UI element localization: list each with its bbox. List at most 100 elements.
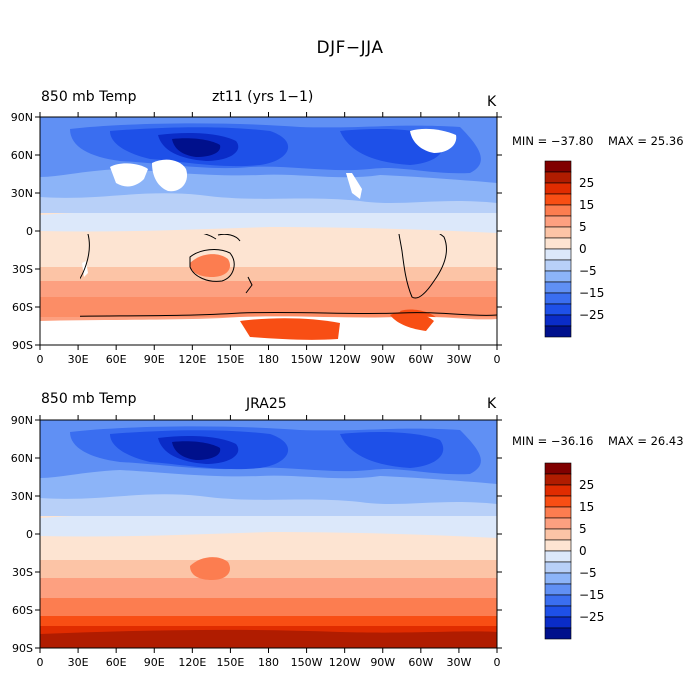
lon-tick-label: 0	[494, 353, 501, 366]
panel-2-max-label: MAX = 26.43	[608, 434, 684, 448]
colorbar-segment	[544, 292, 572, 305]
coastline-segment	[203, 234, 217, 240]
lon-tick-label: 0	[37, 656, 44, 669]
lat-tick-label: 90N	[11, 111, 33, 124]
coastline-segment	[80, 311, 498, 317]
coastline-segment	[398, 234, 447, 299]
lon-tick-label: 120W	[329, 656, 361, 669]
colorbar-label: −5	[579, 264, 597, 278]
colorbar-segment	[544, 171, 572, 184]
colorbar-segment	[544, 473, 572, 486]
colorbar-segment	[544, 550, 572, 563]
colorbar-segment	[544, 204, 572, 217]
colorbar-segment	[544, 303, 572, 316]
colorbar-segment	[544, 248, 572, 261]
coastline-segment	[80, 234, 90, 280]
lat-tick-label: 30S	[12, 566, 33, 579]
panel-1-colorbar: 25 15 5 0 −5 −15 −25	[544, 160, 604, 338]
lon-tick-label: 180	[258, 353, 279, 366]
colorbar-segment	[544, 484, 572, 497]
lat-tick-label: 90N	[11, 414, 33, 427]
lon-tick-label: 30E	[68, 353, 89, 366]
lon-tick-label: 90W	[370, 353, 395, 366]
panel-2-variable-label: 850 mb Temp	[41, 391, 137, 407]
lat-tick-label: 30N	[11, 490, 33, 503]
colorbar-segment	[544, 259, 572, 272]
colorbar-segment	[544, 583, 572, 596]
lon-tick-label: 150W	[291, 353, 323, 366]
lat-tick-label: 90S	[12, 339, 33, 352]
lon-tick-label: 120W	[329, 353, 361, 366]
colorbar-label: −25	[579, 610, 604, 624]
lat-tick-label: 60S	[12, 604, 33, 617]
lat-tick-label: 90S	[12, 642, 33, 655]
colorbar-segment	[544, 226, 572, 239]
colorbar-label: −15	[579, 588, 604, 602]
panel-2-units-label: K	[487, 396, 497, 412]
colorbar-label: 5	[579, 522, 587, 536]
lat-tick-label: 30S	[12, 263, 33, 276]
colorbar-segment	[544, 528, 572, 541]
coastline-segment	[189, 249, 235, 282]
panel-2-colorbar: 25 15 5 0 −5 −15 −25	[544, 462, 604, 640]
lat-tick-label: 30N	[11, 187, 33, 200]
coastline-segment	[217, 234, 241, 242]
colorbar-label: 15	[579, 198, 594, 212]
panel-2-min-label: MIN = −36.16	[512, 434, 594, 448]
lon-tick-label: 120E	[178, 656, 206, 669]
colorbar-segment	[544, 539, 572, 552]
lon-tick-label: 30W	[446, 656, 471, 669]
lon-tick-label: 60W	[408, 353, 433, 366]
lon-tick-label: 30E	[68, 656, 89, 669]
colorbar-segment	[544, 281, 572, 294]
lon-tick-label: 150W	[291, 656, 323, 669]
colorbar-segment	[544, 605, 572, 618]
colorbar-label: −5	[579, 566, 597, 580]
panel-2-map	[40, 420, 497, 648]
colorbar-segment	[544, 517, 572, 530]
panel-1-min-label: MIN = −37.80	[512, 134, 594, 148]
lon-tick-label: 120E	[178, 353, 206, 366]
lon-tick-label: 90W	[370, 656, 395, 669]
colorbar-segment	[544, 572, 572, 585]
lon-tick-label: 150E	[216, 353, 244, 366]
lon-tick-label: 30W	[446, 353, 471, 366]
colorbar-label: −15	[579, 286, 604, 300]
colorbar-label: −25	[579, 308, 604, 322]
colorbar-label: 25	[579, 176, 594, 190]
lon-tick-label: 60E	[106, 353, 127, 366]
lon-tick-label: 0	[37, 353, 44, 366]
panel-1-axes: 0 30E 60E 90E 120E 150E 180 150W 120W 90W 60W 30W 09…	[11, 111, 502, 366]
colorbar-segment	[544, 506, 572, 519]
lon-tick-label: 60W	[408, 656, 433, 669]
panel-2-dataset-label: JRA25	[246, 396, 287, 412]
lat-tick-label: 60N	[11, 149, 33, 162]
colorbar-segment	[544, 270, 572, 283]
lon-tick-label: 60E	[106, 656, 127, 669]
lon-tick-label: 150E	[216, 656, 244, 669]
panel-1-variable-label: 850 mb Temp	[41, 89, 137, 105]
panel-1-units-label: K	[487, 94, 497, 110]
colorbar-segment	[544, 627, 572, 640]
lon-tick-label: 90E	[144, 353, 165, 366]
colorbar-segment	[544, 495, 572, 508]
colorbar-label: 0	[579, 544, 587, 558]
lon-tick-label: 0	[494, 656, 501, 669]
colorbar-segment	[544, 182, 572, 195]
colorbar-label: 25	[579, 478, 594, 492]
figure-title: DJF−JJA	[316, 38, 384, 58]
colorbar-label: 15	[579, 500, 594, 514]
colorbar-segment	[544, 160, 572, 173]
lat-tick-label: 60N	[11, 452, 33, 465]
colorbar-label: 0	[579, 242, 587, 256]
lat-tick-label: 0	[26, 528, 33, 541]
colorbar-segment	[544, 594, 572, 607]
colorbar-label: 5	[579, 220, 587, 234]
panel-1-coastlines	[80, 234, 498, 317]
colorbar-segment	[544, 325, 572, 338]
colorbar-segment	[544, 616, 572, 629]
panel-1-max-label: MAX = 25.36	[608, 134, 684, 148]
colorbar-segment	[544, 237, 572, 250]
lat-tick-label: 60S	[12, 301, 33, 314]
